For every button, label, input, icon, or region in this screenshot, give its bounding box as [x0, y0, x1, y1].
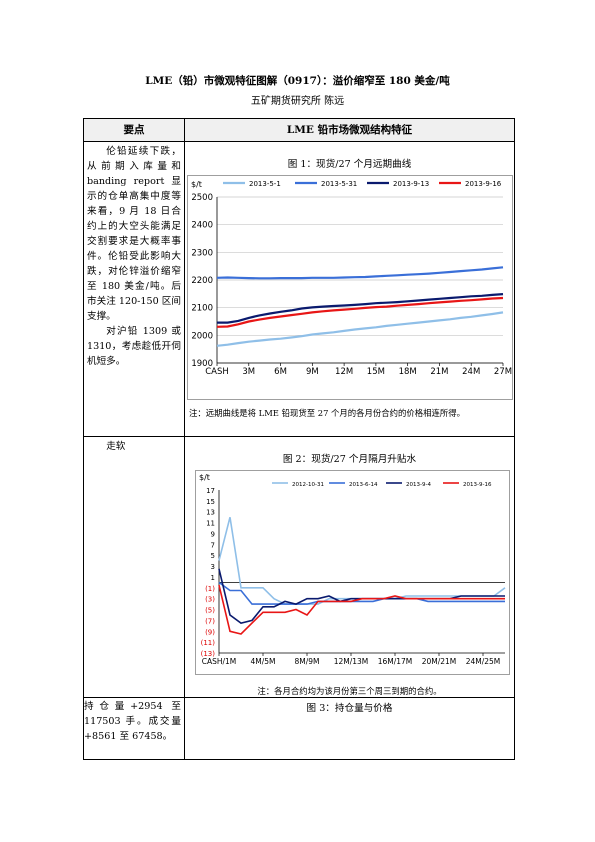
- y-tick-label: 3: [211, 563, 215, 571]
- row1-chart-cell: 图 1：现货/27 个月远期曲线 $/t 1900 2000 2100 2200 2300…: [184, 141, 515, 437]
- y-tick-label: 2500: [191, 193, 213, 203]
- row2-key-points: 走软: [83, 436, 185, 698]
- legend-label-2013-9-16: 2013-9-16: [463, 482, 492, 488]
- x-tick-label: 24M: [462, 367, 480, 377]
- legend-label-2012-10-31: 2012-10-31: [292, 482, 324, 488]
- legend-label-2013-6-14: 2013-6-14: [349, 482, 378, 488]
- chart-frame: [187, 175, 513, 400]
- legend-label-2013-9-13: 2013-9-13: [393, 180, 429, 188]
- x-tick-label: 16M/17M: [378, 657, 413, 666]
- x-tick-label: 9M: [306, 367, 319, 377]
- y-tick-label: (11): [201, 639, 216, 647]
- y-tick-label: 7: [211, 541, 215, 549]
- x-tick-label: 12M: [335, 367, 353, 377]
- y-tick-label: 2100: [191, 304, 213, 314]
- row1-key-points: 伦铅延续下跌，从前期入库量和 banding report 显示的仓单高集中度等…: [83, 141, 185, 437]
- x-tick-label: 27M: [494, 367, 512, 377]
- x-tick-label: 4M/5M: [250, 657, 275, 666]
- y-tick-label: 2400: [191, 221, 213, 231]
- x-tick-label: 18M: [399, 367, 417, 377]
- figure1-note: 注：远期曲线是将 LME 铅现货至 27 个月的各月份合约的价格相连所得。: [189, 408, 466, 418]
- y-tick-label: 1: [211, 574, 215, 582]
- x-tick-label: 8M/9M: [294, 657, 319, 666]
- y-tick-label: 15: [206, 498, 215, 506]
- legend-label-2013-9-16: 2013-9-16: [465, 180, 502, 188]
- x-tick-label: CASH/1M: [202, 657, 237, 666]
- row3-chart-cell: 图 3：持仓量与价格: [184, 697, 515, 760]
- y-tick-label: 13: [206, 509, 215, 517]
- y-unit-label: $/t: [199, 473, 210, 482]
- y-tick-label: 2000: [191, 331, 213, 341]
- figure3-caption: 图 3：持仓量与价格: [306, 703, 393, 714]
- y-tick-label: (5): [205, 607, 215, 615]
- series-line-2013-9-16: [218, 584, 505, 635]
- author-line: 五矿期货研究所 陈远: [250, 96, 345, 107]
- x-tick-label: 21M: [430, 367, 448, 377]
- x-tick-label: 12M/13M: [334, 657, 369, 666]
- spread-chart: $/t 17 15 13 11 9 7 5 3 1 (1) (3) (5) (7) (9) (11) (13)C…: [195, 470, 510, 675]
- y-tick-label: 11: [206, 520, 215, 528]
- figure2-caption: 图 2：现货/27 个月隔月升贴水: [282, 454, 417, 465]
- x-tick-label: 6M: [274, 367, 287, 377]
- chart-frame: [195, 470, 510, 675]
- series-line-2013-5-1: [216, 311, 504, 347]
- series-line-2013-9-13: [217, 293, 504, 324]
- series-line-2013-9-16: [216, 296, 504, 328]
- row2-chart-cell: 图 2：现货/27 个月隔月升贴水 $/t 17 15 13 11 9 7 5 3 1 (1) (3)…: [184, 436, 515, 698]
- x-tick-label: 24M/25M: [466, 657, 501, 666]
- y-tick-label: 5: [211, 552, 215, 560]
- x-tick-label: 15M: [367, 367, 385, 377]
- header-key-points: 要点: [83, 118, 185, 142]
- series-line-2013-6-14: [218, 581, 505, 605]
- row3-paragraph-1: 持仓量+2954 至 117503 手。成交量 +8561 至 67458。: [84, 701, 181, 742]
- legend-label-2013-5-31: 2013-5-31: [321, 180, 357, 188]
- y-tick-label: 1900: [191, 359, 213, 369]
- y-tick-label: 17: [206, 487, 215, 495]
- legend-label-2013-9-4: 2013-9-4: [406, 482, 431, 488]
- series-line-2013-5-31: [216, 266, 504, 280]
- x-tick-label: CASH: [205, 367, 229, 377]
- row1-paragraph-2: 对沪铅 1309 或 1310，考虑趁低开伺机短多。: [87, 326, 181, 367]
- forward-curve-chart: $/t 1900 2000 2100 2200 2300 2400 2500 CASH 3M 6M 9…: [187, 175, 513, 400]
- y-tick-label: (9): [205, 628, 215, 636]
- y-tick-label: 9: [211, 530, 215, 538]
- y-tick-label: (7): [205, 617, 215, 625]
- analysis-table: 要点 LME 铅市场微观结构特征 伦铅延续下跌，从前期入库量和 banding …: [83, 118, 515, 760]
- document-title: LME（铅）市微观特征图解（0917）：溢价缩窄至 180 美金/吨: [145, 75, 450, 87]
- y-tick-label: 2200: [191, 276, 213, 286]
- y-tick-label: (1): [205, 585, 215, 593]
- row2-paragraph-1: 走软: [106, 441, 126, 452]
- legend-label-2013-5-1: 2013-5-1: [249, 180, 281, 188]
- row1-paragraph-1: 伦铅延续下跌，从前期入库量和 banding report 显示的仓单高集中度等…: [87, 146, 181, 322]
- y-tick-label: (3): [205, 596, 215, 604]
- header-micro-structure: LME 铅市场微观结构特征: [184, 118, 515, 142]
- x-tick-label: 3M: [242, 367, 255, 377]
- y-tick-label: 2300: [191, 248, 213, 258]
- y-unit-label: $/t: [191, 180, 202, 189]
- figure2-note: 注：各月合约均为该月份第三个周三到期的合约。: [257, 686, 442, 696]
- row3-key-points: 持仓量+2954 至 117503 手。成交量 +8561 至 67458。: [83, 697, 185, 760]
- y-tick-label: (13): [201, 650, 216, 658]
- figure1-caption: 图 1：现货/27 个月远期曲线: [287, 159, 412, 170]
- x-tick-label: 20M/21M: [422, 657, 457, 666]
